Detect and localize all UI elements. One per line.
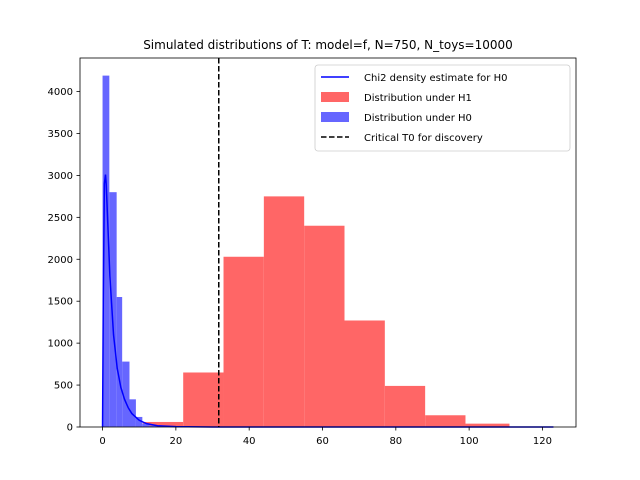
y-axis: 0 500 1000 1500 2000 2500 3000 3500 4000: [48, 87, 80, 434]
legend-label-chi2-density-estimate-for-h0: Chi2 density estimate for H0: [364, 73, 507, 84]
x-tick-label: 20: [169, 436, 182, 447]
h1-bar: [183, 372, 224, 427]
h0-bar: [142, 423, 150, 427]
h0-bar: [122, 361, 130, 427]
legend-box: [314, 64, 571, 152]
h1-histogram: [142, 196, 554, 428]
legend-label-distribution-under-h0: Distribution under H0: [364, 113, 472, 124]
legend-label-critical-t0-for-discovery: Critical T0 for discovery: [364, 133, 483, 144]
x-tick-label: 60: [316, 436, 329, 447]
y-tick-label: 2500: [48, 213, 73, 224]
legend-label-distribution-under-h1: Distribution under H1: [364, 93, 472, 104]
y-tick-label: 500: [54, 381, 73, 392]
h0-bar: [116, 297, 123, 427]
h0-bar: [129, 399, 136, 427]
x-tick-label: 100: [460, 436, 479, 447]
legend-swatch-distribution-under-h0: [321, 112, 349, 122]
h0-bar: [109, 192, 117, 427]
h1-bar: [263, 196, 305, 428]
h0-bar: [149, 425, 157, 427]
h1-bar: [304, 225, 345, 427]
h1-bar: [142, 421, 184, 427]
h1-bar: [344, 320, 385, 427]
x-axis: 0 20 40 60 80 100 120: [99, 427, 552, 447]
y-tick-label: 0: [67, 423, 73, 434]
plot-frame: [79, 57, 577, 428]
x-tick-label: 0: [99, 436, 105, 447]
h1-bar: [384, 385, 426, 427]
chart-title: Simulated distributions of T: model=f, N…: [143, 38, 513, 52]
h1-bar: [465, 423, 510, 427]
h0-bar: [102, 75, 110, 428]
y-tick-label: 1500: [48, 297, 73, 308]
x-tick-label: 80: [389, 436, 402, 447]
x-tick-label: 120: [533, 436, 552, 447]
legend: Chi2 density estimate for H0 Distribution…: [314, 64, 571, 152]
legend-swatch-distribution-under-h1: [321, 92, 349, 102]
y-tick-label: 4000: [48, 87, 73, 98]
y-tick-label: 3000: [48, 171, 73, 182]
y-tick-label: 2000: [48, 255, 73, 266]
y-tick-label: 1000: [48, 339, 73, 350]
x-tick-label: 40: [243, 436, 256, 447]
y-tick-label: 3500: [48, 129, 73, 140]
h1-bar: [223, 256, 264, 427]
h1-bar: [425, 415, 466, 427]
h0-histogram: [102, 75, 157, 428]
h0-bar: [135, 416, 143, 427]
